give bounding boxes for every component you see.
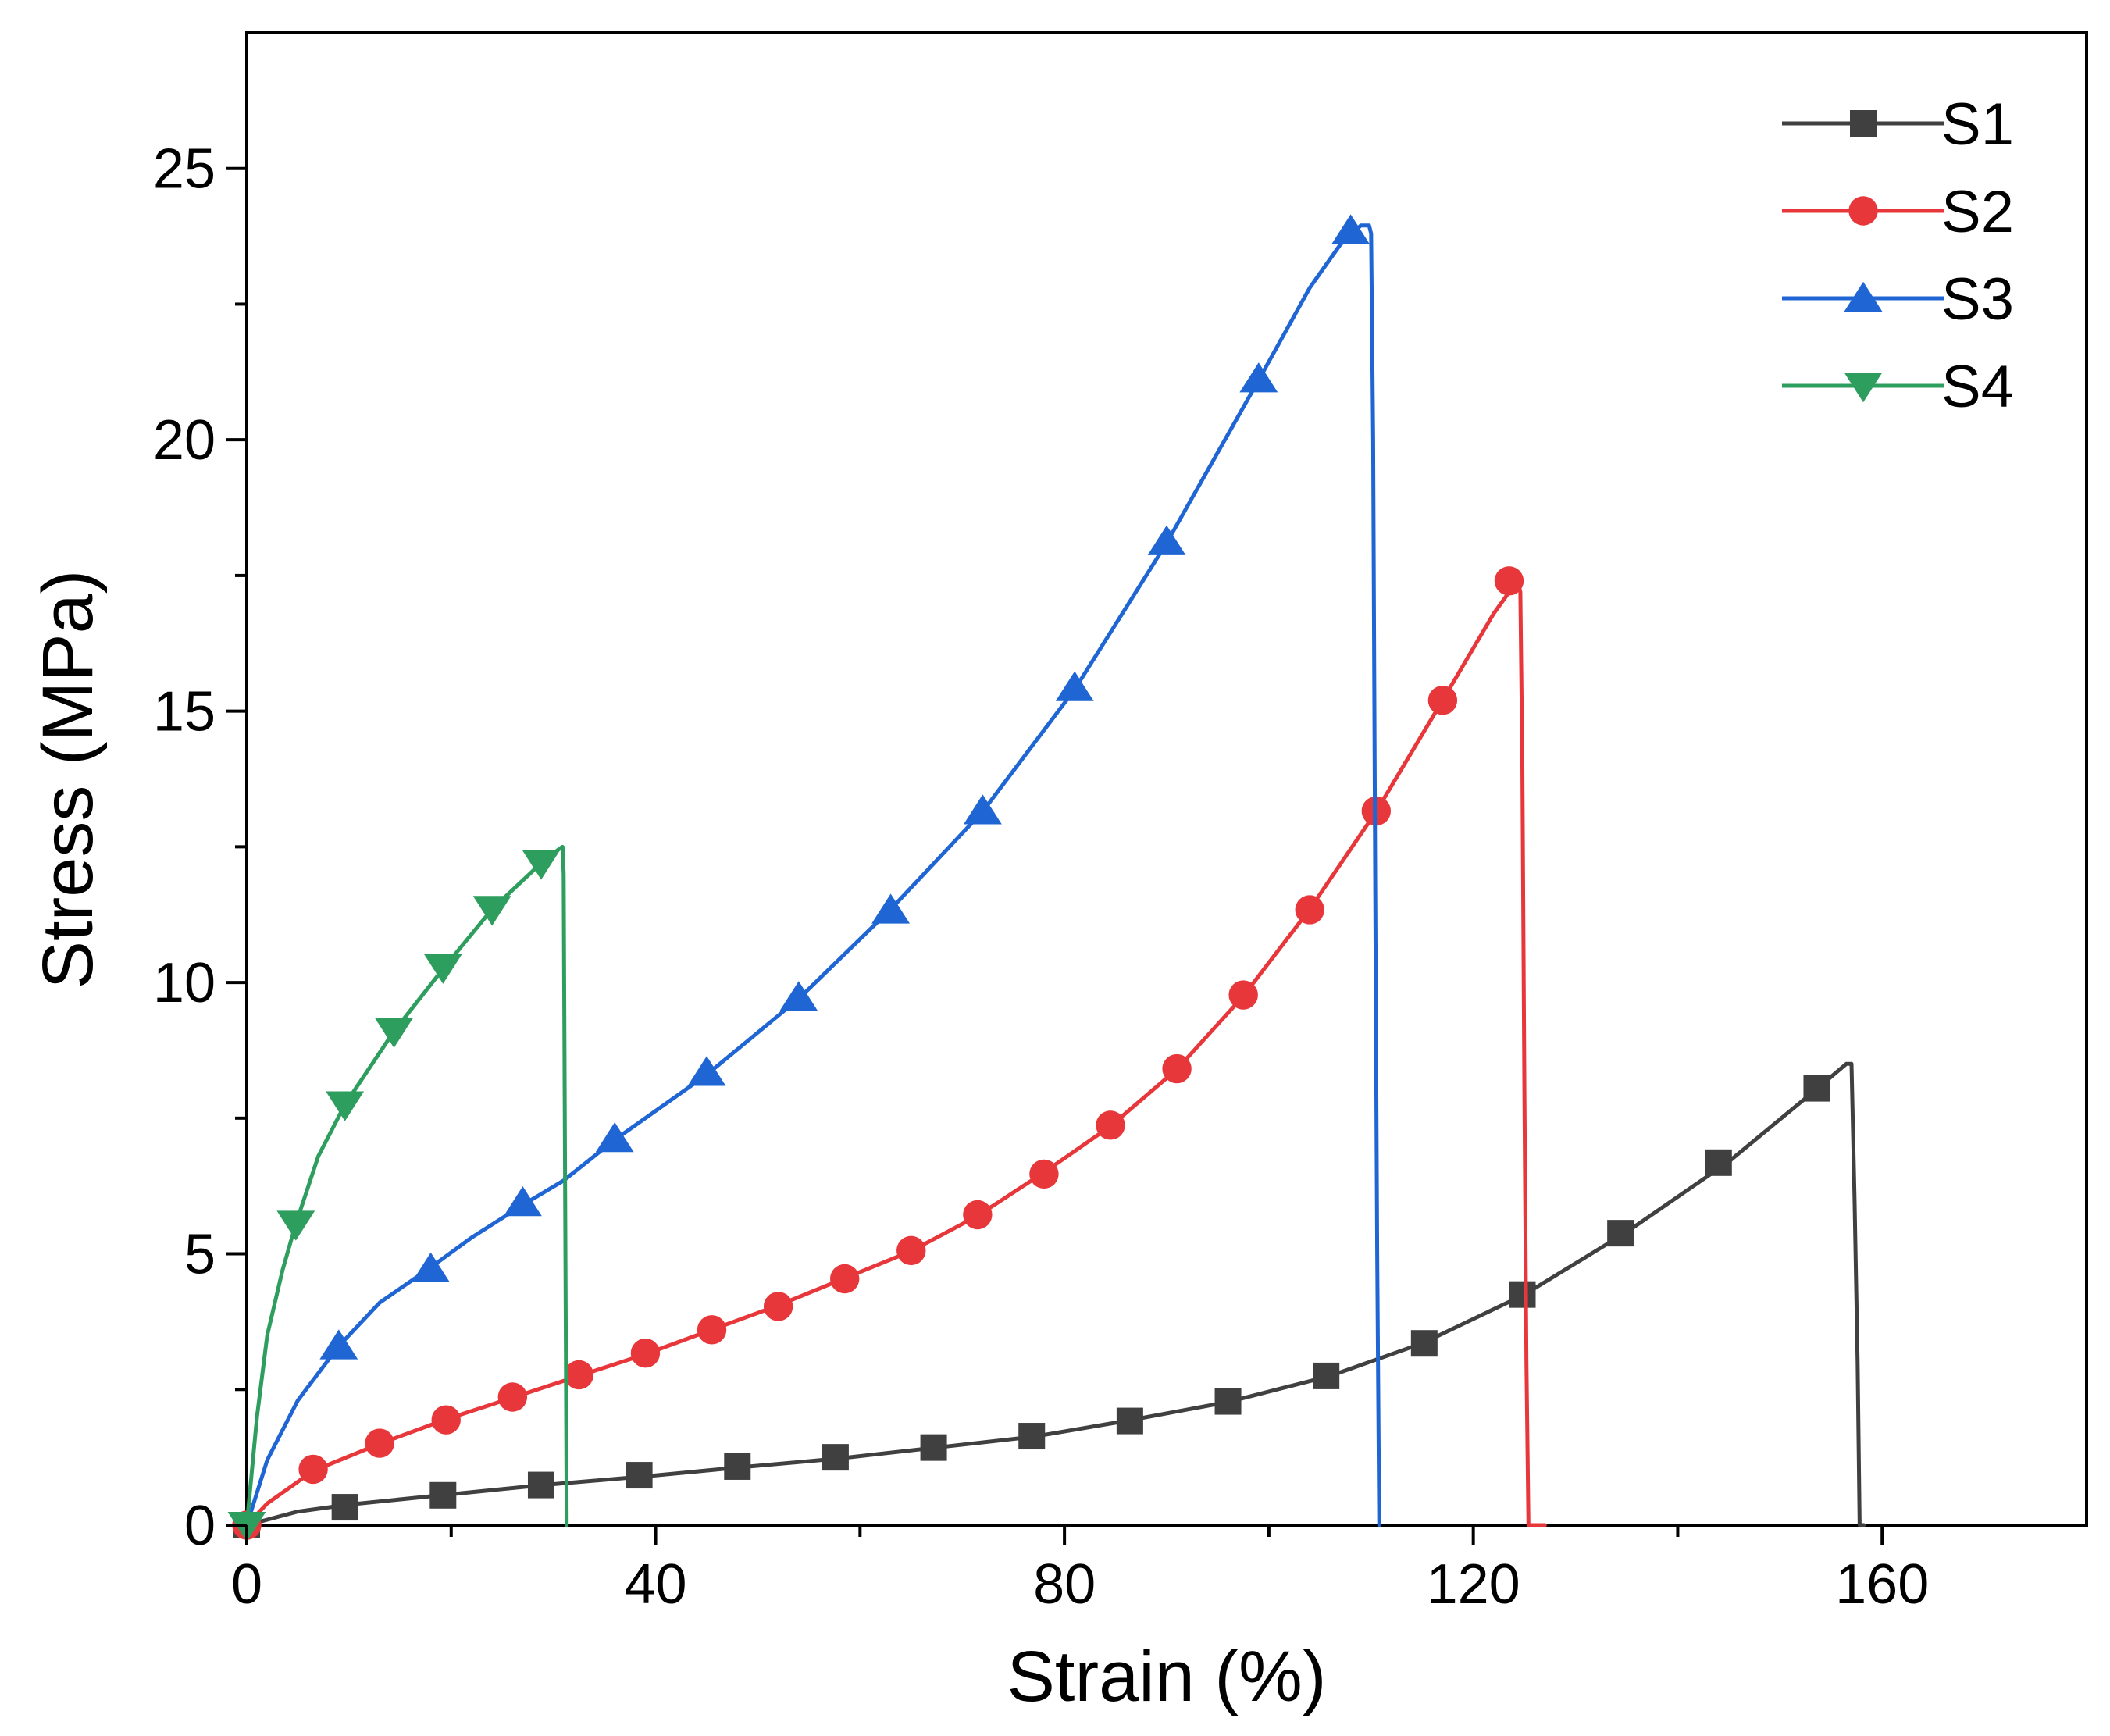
- data-point-S1: [527, 1471, 554, 1499]
- data-point-S1: [1607, 1220, 1634, 1247]
- legend-item-S2: S2: [1782, 179, 2014, 245]
- data-point-S2: [1029, 1159, 1059, 1189]
- data-point-S1: [1705, 1149, 1732, 1176]
- data-point-S3: [1055, 671, 1094, 701]
- legend-label: S2: [1941, 179, 2014, 245]
- data-point-S1: [1313, 1362, 1340, 1389]
- legend-label: S3: [1941, 266, 2014, 333]
- data-point-S3: [503, 1185, 542, 1217]
- legend-marker: [1844, 373, 1883, 403]
- y-axis-title: Stress (MPa): [28, 570, 108, 989]
- data-point-S2: [963, 1200, 993, 1230]
- data-point-S2: [630, 1339, 661, 1368]
- data-point-S2: [431, 1405, 461, 1435]
- data-point-S1: [1018, 1423, 1046, 1450]
- data-point-S1: [331, 1494, 358, 1521]
- series-S2: [232, 566, 1547, 1540]
- data-point-S2: [564, 1360, 594, 1390]
- legend: S1 S2 S3 S4: [1782, 91, 2014, 420]
- data-point-S2: [1096, 1110, 1125, 1140]
- data-point-S2: [1427, 686, 1458, 715]
- data-point-S2: [763, 1292, 793, 1321]
- data-point-S2: [365, 1428, 394, 1458]
- data-point-S1: [724, 1453, 751, 1480]
- data-point-S3: [1239, 362, 1278, 393]
- series-S3: [244, 214, 1381, 1527]
- data-point-S1: [822, 1444, 849, 1471]
- series-line-S3: [244, 223, 1381, 1527]
- series-S1: [233, 1061, 1866, 1538]
- y-tick-label: 20: [153, 409, 216, 472]
- legend-marker: [1848, 196, 1878, 226]
- data-point-S4: [276, 1210, 315, 1241]
- data-point-S3: [779, 981, 818, 1011]
- data-point-S2: [298, 1454, 328, 1485]
- data-point-S4: [423, 954, 462, 984]
- data-point-S3: [1147, 525, 1186, 555]
- data-point-S3: [319, 1329, 358, 1360]
- data-point-S1: [1214, 1388, 1242, 1415]
- x-tick-label: 160: [1835, 1553, 1929, 1616]
- data-point-S3: [1331, 214, 1370, 244]
- series-S4: [227, 844, 569, 1542]
- data-point-S4: [375, 1018, 413, 1048]
- data-point-S2: [896, 1235, 926, 1266]
- data-point-S2: [497, 1382, 528, 1412]
- data-point-S3: [963, 794, 1002, 825]
- axis-ticks: 0 40 80 120 160 0 5 10 15 20 25: [153, 138, 1929, 1616]
- data-point-S2: [1295, 895, 1324, 925]
- data-point-S4: [472, 896, 511, 926]
- data-point-S2: [1228, 980, 1258, 1010]
- data-point-S1: [626, 1462, 653, 1489]
- data-point-S3: [412, 1252, 451, 1283]
- data-point-S2: [1494, 566, 1524, 596]
- data-point-S1: [920, 1434, 947, 1461]
- x-axis-title: Strain (%): [1007, 1637, 1327, 1716]
- legend-marker: [1850, 110, 1877, 137]
- legend-label: S1: [1941, 91, 2014, 158]
- data-point-S2: [697, 1315, 727, 1345]
- y-tick-label: 0: [184, 1495, 216, 1557]
- x-tick-label: 0: [231, 1553, 262, 1616]
- x-tick-label: 40: [625, 1553, 687, 1616]
- y-tick-label: 5: [184, 1224, 216, 1286]
- data-point-S4: [522, 850, 561, 880]
- data-point-S1: [1116, 1407, 1143, 1435]
- x-tick-label: 120: [1427, 1553, 1520, 1616]
- data-point-S2: [830, 1264, 860, 1294]
- y-tick-label: 15: [153, 681, 216, 743]
- legend-item-S4: S4: [1782, 354, 2014, 420]
- data-point-S1: [1410, 1330, 1438, 1357]
- data-point-S1: [1803, 1075, 1830, 1102]
- data-point-S3: [871, 893, 911, 924]
- series-line-S4: [244, 844, 569, 1527]
- legend-item-S1: S1: [1782, 91, 2014, 158]
- data-point-S1: [429, 1481, 457, 1509]
- data-point-S1: [1509, 1281, 1536, 1308]
- series-line-S2: [244, 579, 1547, 1527]
- data-point-S3: [595, 1121, 634, 1153]
- legend-label: S4: [1941, 354, 2014, 420]
- series-line-S1: [244, 1061, 1866, 1527]
- y-tick-label: 25: [153, 138, 216, 201]
- x-tick-label: 80: [1033, 1553, 1096, 1616]
- data-point-S4: [326, 1091, 365, 1121]
- y-tick-label: 10: [153, 952, 216, 1014]
- legend-item-S3: S3: [1782, 266, 2014, 333]
- plot-frame: [245, 31, 2088, 1527]
- series-layer: [227, 214, 1866, 1542]
- data-point-S2: [1162, 1053, 1192, 1084]
- data-point-S3: [687, 1056, 726, 1086]
- legend-marker: [1844, 281, 1883, 312]
